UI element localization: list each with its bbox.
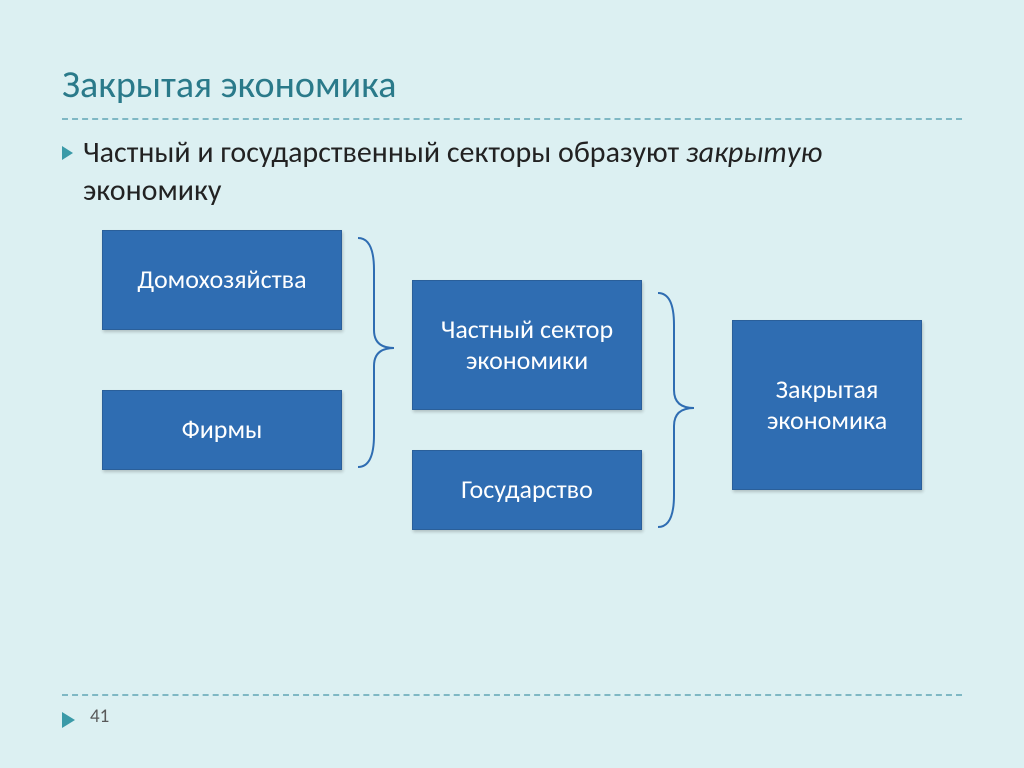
page-number: 41 [90,705,109,728]
page-triangle-icon [62,712,75,728]
node-label: Домохозяйства [137,264,306,295]
node-closed-economy: Закрытая экономика [732,320,922,490]
node-label: Закрытая экономика [739,374,915,436]
footer-underline [62,694,962,696]
diagram: Домохозяйства Фирмы Частный сектор эконо… [62,220,962,640]
brace-1 [350,230,406,475]
slide-title: Закрытая экономика [62,62,396,108]
title-underline [62,118,962,120]
bullet-post: экономику [83,172,221,209]
node-state: Государство [412,450,642,530]
bullet-em: закрытую [686,134,822,171]
node-households: Домохозяйства [102,230,342,330]
brace-2 [650,285,706,535]
bullet-triangle-icon [62,146,73,160]
node-label: Государство [461,474,593,505]
node-firms: Фирмы [102,390,342,470]
node-private-sector: Частный сектор экономики [412,280,642,410]
node-label: Частный сектор экономики [419,314,635,376]
bullet-text: Частный и государственный секторы образу… [83,134,962,209]
bullet-row: Частный и государственный секторы образу… [62,134,962,209]
node-label: Фирмы [182,414,263,445]
bullet-pre: Частный и государственный секторы образу… [83,134,686,171]
